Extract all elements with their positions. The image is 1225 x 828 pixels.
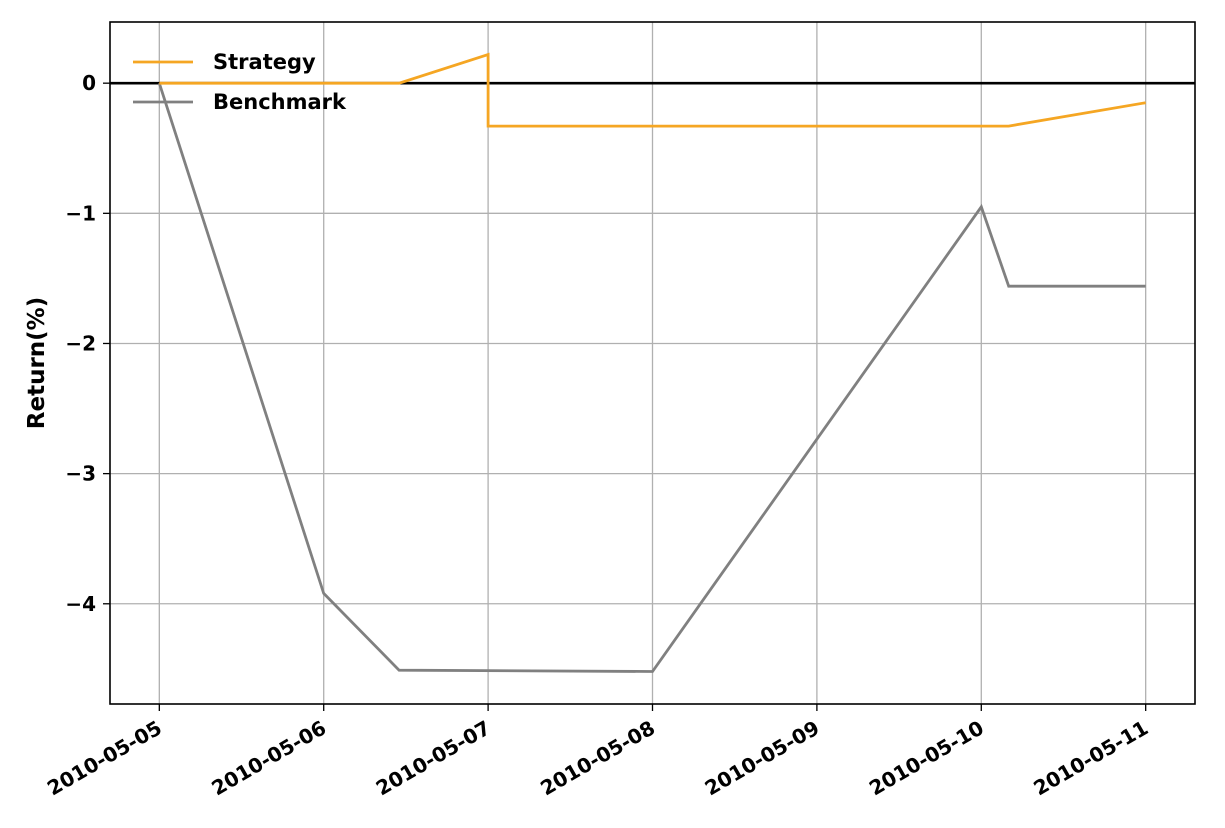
y-tick-label: −3 <box>65 462 96 486</box>
grid <box>110 22 1195 704</box>
x-tick-label: 2010-05-06 <box>207 716 330 801</box>
y-tick-label: −1 <box>65 201 96 225</box>
legend-label-strategy: Strategy <box>213 50 316 74</box>
legend-label-benchmark: Benchmark <box>213 90 347 114</box>
x-tick-label: 2010-05-05 <box>43 716 166 801</box>
x-tick-label: 2010-05-07 <box>372 716 495 801</box>
x-tick-label: 2010-05-09 <box>701 716 824 801</box>
y-tick-label: −4 <box>65 592 96 616</box>
y-axis-ticks: 0 −1 −2 −3 −4 <box>65 71 110 616</box>
y-axis-label: Return(%) <box>24 297 50 429</box>
y-tick-label: −2 <box>65 331 96 355</box>
x-axis-ticks: 2010-05-05 2010-05-06 2010-05-07 2010-05-08… <box>43 704 1152 800</box>
x-tick-label: 2010-05-10 <box>865 716 988 801</box>
series-lines <box>157 52 1146 673</box>
series-line-strategy <box>159 52 1146 128</box>
legend: Strategy Benchmark <box>133 50 347 114</box>
x-tick-label: 2010-05-11 <box>1029 716 1152 801</box>
x-tick-label: 2010-05-08 <box>536 716 659 801</box>
series-line-benchmark <box>157 82 1146 673</box>
y-tick-label: 0 <box>82 71 96 95</box>
